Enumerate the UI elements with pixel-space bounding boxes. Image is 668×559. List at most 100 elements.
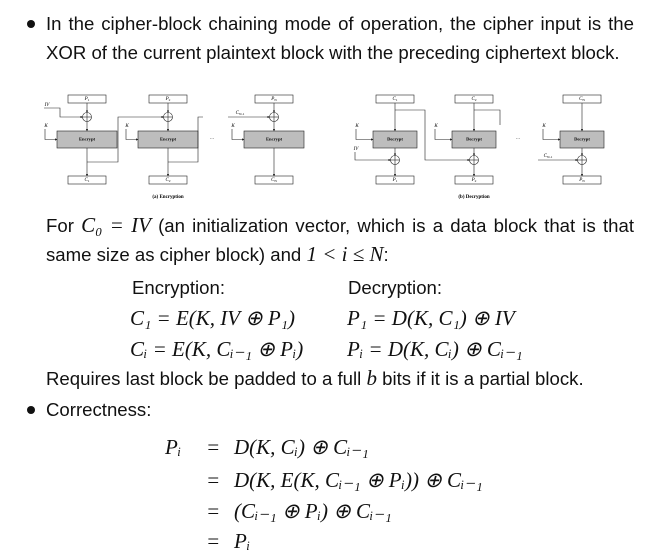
block-label: P1 <box>84 97 90 102</box>
caption: (a) Encryption <box>152 195 183 200</box>
label-sub: 1 <box>396 179 398 183</box>
connector <box>542 129 561 141</box>
key-label: K <box>433 124 438 129</box>
text: Requires last block be padded to a full <box>46 368 367 389</box>
derivation-step: D(K, Cᵢ) ⊕ Cᵢ₋₁ <box>234 435 369 459</box>
derivation-step: Pᵢ <box>234 529 251 553</box>
bullet-text: In the cipher-block chaining mode of ope… <box>46 13 634 63</box>
label-base: C <box>544 154 548 159</box>
relation: = <box>206 468 221 492</box>
label-base: C <box>392 97 396 102</box>
equation: Cᵢ = E(K, Cᵢ₋₁ ⊕ Pᵢ) <box>130 337 304 361</box>
label-sub: 1 <box>396 98 398 102</box>
block-label: C2 <box>165 178 170 183</box>
key-label: K <box>541 124 546 129</box>
block-label: C1 <box>392 97 397 102</box>
block-label: CN <box>579 97 585 102</box>
bullet <box>27 20 35 28</box>
caption: (b) Decryption <box>458 195 489 200</box>
math: C₀ = IV <box>81 213 151 237</box>
label-base: P <box>392 178 396 183</box>
label-sub: N-1 <box>547 155 553 159</box>
equation: P₁ = D(K, C₁) ⊕ IV <box>347 306 515 330</box>
connector <box>168 116 203 163</box>
connector <box>44 107 83 119</box>
block <box>254 175 294 185</box>
iv-label: IV <box>44 103 51 108</box>
label-sub: N-1 <box>239 112 245 116</box>
block-label: P2 <box>165 97 171 102</box>
equation: Pᵢ = D(K, Cᵢ) ⊕ Cᵢ₋₁ <box>347 337 523 361</box>
key-label: K <box>43 124 48 129</box>
connector <box>474 109 501 125</box>
block-name: Encrypt <box>266 137 283 142</box>
label-base: C <box>236 111 240 116</box>
relation: = <box>206 499 221 523</box>
connector <box>87 115 164 163</box>
block-name: Encrypt <box>79 137 96 142</box>
key-label: K <box>354 124 359 129</box>
key-label: K <box>124 124 129 129</box>
relation: = <box>206 529 221 553</box>
text: (an initialization vector, which is a da… <box>46 215 634 265</box>
block-name: Decrypt <box>574 137 590 142</box>
label-base: C <box>165 178 169 183</box>
note: Requires last block be padded to a full … <box>46 364 584 393</box>
label-base: C <box>84 178 88 183</box>
block-label: C1 <box>84 178 89 183</box>
label-base: P <box>270 97 274 102</box>
label-base: C <box>579 97 583 102</box>
block <box>562 175 602 185</box>
label-base: C <box>471 97 475 102</box>
connector <box>434 129 453 141</box>
feedback-label: CN-1 <box>544 154 553 159</box>
key-label: K <box>230 124 235 129</box>
block-label: P1 <box>392 178 398 183</box>
label-sub: 2 <box>169 98 171 102</box>
text: bits if it is a partial block. <box>376 368 584 389</box>
connector <box>355 129 374 141</box>
connector <box>125 129 139 141</box>
derivation-step: (Cᵢ₋₁ ⊕ Pᵢ) ⊕ Cᵢ₋₁ <box>234 499 392 523</box>
bullet <box>27 406 35 414</box>
text: : <box>383 244 389 265</box>
label-sub: 2 <box>475 98 477 102</box>
label-base: P <box>578 178 582 183</box>
label-sub: N <box>274 98 277 102</box>
block-label: P2 <box>471 178 477 183</box>
text: For <box>46 215 82 236</box>
ellipsis: ⋯ <box>210 137 215 142</box>
equation: C₁ = E(K, IV ⊕ P₁) <box>130 306 295 330</box>
iv-label: IV <box>353 147 360 152</box>
label-base: C <box>271 178 275 183</box>
math: b <box>366 366 377 390</box>
connector <box>231 129 245 141</box>
math: 1 < i ≤ N <box>306 242 384 266</box>
connector <box>44 129 58 141</box>
label-sub: 2 <box>169 179 171 183</box>
intro-paragraph: For C₀ = IV (an initialization vector, w… <box>46 211 634 269</box>
block-label: C2 <box>471 97 476 102</box>
label-sub: 1 <box>88 98 90 102</box>
label-sub: N <box>582 98 585 102</box>
block <box>375 175 415 185</box>
label-sub: N <box>582 179 585 183</box>
block-name: Decrypt <box>387 137 403 142</box>
connector <box>354 152 391 162</box>
block-label: PN <box>578 178 585 183</box>
ellipsis: ⋯ <box>516 137 521 142</box>
label-sub: 2 <box>475 179 477 183</box>
block-label: CN <box>271 178 277 183</box>
block <box>148 175 188 185</box>
column-header: Encryption: <box>132 277 226 298</box>
bullet-text: Correctness: <box>46 399 152 420</box>
label-base: P <box>84 97 88 102</box>
relation: = <box>206 435 221 459</box>
label-sub: N <box>274 179 277 183</box>
cbc-diagram: P1EncryptC1KP2EncryptC2KPNEncryptCNKIV⋯C… <box>43 94 605 200</box>
block <box>454 175 494 185</box>
derivation-lhs: Pᵢ <box>165 435 182 459</box>
block-name: Decrypt <box>466 137 482 142</box>
block-label: PN <box>270 97 277 102</box>
